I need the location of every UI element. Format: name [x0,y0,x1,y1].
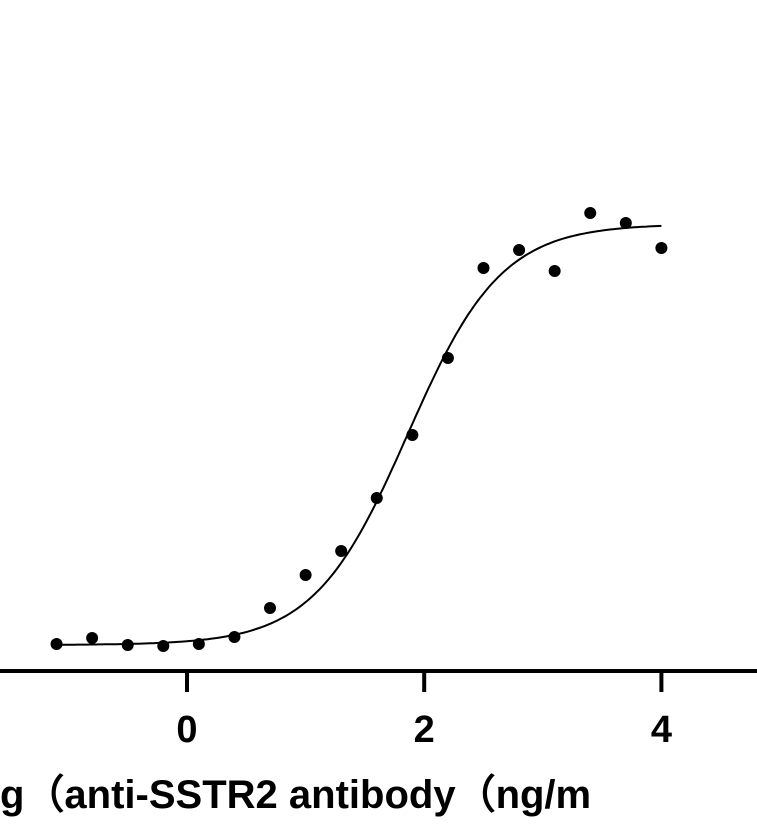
data-point [441,352,454,364]
x-tick-label: 4 [651,709,672,751]
data-point [370,492,383,504]
data-point [86,632,99,644]
data-point [548,265,561,277]
data-point [228,631,241,643]
data-point [619,217,632,229]
data-point [406,429,419,441]
data-point [157,640,170,652]
data-point [655,242,668,254]
data-point [299,569,312,581]
x-tick-label: 2 [414,709,435,751]
data-point [192,638,205,650]
data-point [121,639,134,651]
data-point [513,244,526,256]
data-point [477,262,490,274]
data-point [50,638,63,650]
x-tick-label: 0 [176,709,197,751]
data-point [335,545,348,557]
fit-curve [56,224,662,646]
x-axis-label: g（anti-SSTR2 antibody（ng/m [0,773,591,817]
data-point [264,602,277,614]
data-point [584,207,597,219]
